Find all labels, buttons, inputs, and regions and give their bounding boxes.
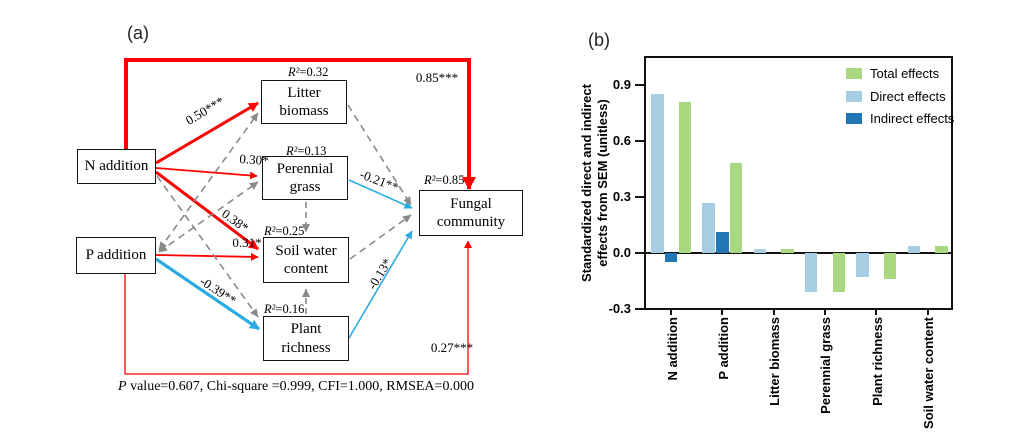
bar-direct-perennial-grass	[804, 253, 818, 293]
node-plant-richness-label: Plant richness	[281, 321, 331, 356]
path-perennial-to-fungal-line	[348, 179, 413, 209]
r2-var: R²	[424, 173, 436, 187]
x-category-label-soil-water-content: Soil water content	[921, 317, 936, 429]
x-tick-soil-water-content	[926, 308, 929, 315]
path-litter-to-fungal-dashed	[347, 104, 412, 206]
r2-perennial-grass: R²=0.13	[286, 144, 326, 159]
bar-indirect-n-addition	[664, 253, 678, 263]
bar-total-soil-water-content	[935, 245, 948, 253]
r2-var: R²	[286, 144, 298, 158]
x-category-label-litter-biomass: Litter biomass	[767, 317, 783, 406]
path-soilwater-to-fungal-dashed	[349, 214, 412, 260]
node-soil-water-content-label: Soil water content	[275, 242, 337, 277]
r2-plant-richness: R²=0.16	[264, 302, 304, 317]
y-tick-0.0	[635, 252, 644, 254]
x-category-label-p-addition: P addition	[715, 317, 731, 380]
coef-p-to-soilwater: 0.31*	[232, 235, 262, 250]
node-fungal-community-label: Fungal community	[436, 195, 506, 230]
legend-label-indirect: Indirect effects	[870, 111, 955, 126]
path-p-to-plant-line	[155, 257, 260, 331]
path-p-to-soilwater-line	[155, 252, 259, 261]
legend-label-direct: Direct effects	[870, 89, 946, 104]
path-p-to-fungal-line	[124, 240, 472, 375]
path-n-to-fungal-line	[124, 58, 476, 190]
x-tick-n-addition	[670, 308, 672, 315]
node-p-addition-label: P addition	[85, 247, 147, 264]
bar-direct-litter-biomass	[753, 249, 767, 253]
r2-var: R²	[264, 224, 276, 238]
y-tick-label--0.3: -0.3	[608, 301, 631, 317]
r2-value: =0.25	[275, 224, 305, 238]
panel-a-label: (a)	[127, 23, 149, 43]
x-category-label-perennial-grass: Perennial grass	[818, 317, 834, 414]
node-n-addition-label: N addition	[84, 158, 149, 175]
r2-litter-biomass: R²=0.32	[288, 65, 328, 80]
r2-value: =0.16	[275, 302, 305, 316]
legend-swatch-direct	[846, 91, 862, 102]
x-tick-p-addition	[721, 308, 724, 315]
r2-var: R²	[264, 302, 276, 316]
panel-b-label: (b)	[588, 30, 610, 50]
r2-var: R²	[288, 65, 300, 79]
bar-total-n-addition	[678, 101, 692, 253]
x-tick-litter-biomass	[772, 308, 775, 315]
node-litter-biomass: Litter biomass	[261, 80, 347, 124]
fit-p-symbol: P	[118, 379, 127, 394]
r2-value: =0.13	[297, 144, 327, 158]
x-category-label-plant-richness: Plant richness	[869, 317, 885, 406]
y-tick-label-0.3: 0.3	[612, 188, 631, 204]
sem-paths-svg	[124, 58, 476, 375]
zero-line	[646, 252, 951, 254]
x-tick-perennial-grass	[823, 308, 826, 315]
r2-value: =0.85	[435, 173, 465, 187]
x-category-label-n-addition: N addition	[664, 317, 680, 381]
coef-n-to-fungal: 0.85***	[415, 70, 459, 85]
r2-fungal-community: R²=0.85	[424, 173, 464, 188]
node-perennial-grass-label: Perennial grass	[276, 160, 334, 195]
path-plant-to-fungal-line	[348, 230, 413, 339]
x-tick-plant-richness	[875, 308, 878, 315]
y-tick-0.9	[635, 83, 644, 86]
node-n-addition: N addition	[77, 149, 156, 184]
coef-n-to-perennial: 0.30*	[238, 150, 270, 169]
bar-total-plant-richness	[883, 253, 897, 280]
bar-total-perennial-grass	[832, 253, 846, 293]
path-p-perennial-dashed	[158, 181, 259, 253]
y-tick-0.6	[635, 139, 644, 142]
model-fit-stats: P value=0.607, Chi-square =0.999, CFI=1.…	[100, 379, 492, 395]
node-p-addition: P addition	[76, 237, 156, 274]
coef-p-to-fungal: 0.27***	[430, 340, 474, 355]
node-soil-water-content: Soil water content	[263, 237, 349, 283]
r2-value: =0.32	[299, 65, 329, 79]
bar-total-litter-biomass	[781, 249, 794, 253]
node-litter-biomass-label: Litter biomass	[279, 84, 329, 119]
legend-label-total: Total effects	[870, 66, 940, 81]
bar-direct-p-addition	[702, 202, 715, 253]
node-plant-richness: Plant richness	[263, 316, 349, 361]
legend-swatch-indirect	[846, 113, 862, 124]
r2-soil-water: R²=0.25	[264, 224, 304, 239]
sem-panel: (a)	[76, 23, 523, 395]
bar-direct-plant-richness	[856, 253, 869, 278]
node-fungal-community: Fungal community	[419, 190, 523, 236]
bar-direct-n-addition	[651, 94, 664, 253]
y-tick-0.3	[635, 195, 644, 198]
bar-indirect-p-addition	[716, 232, 729, 253]
node-perennial-grass: Perennial grass	[262, 156, 348, 200]
bar-direct-soil-water-content	[907, 245, 921, 253]
bar-chart-panel: (b) Standardized direct and indirect eff…	[560, 0, 1024, 432]
path-n-to-perennial-line	[155, 167, 258, 180]
fit-stats-text: value=0.607, Chi-square =0.999, CFI=1.00…	[126, 379, 474, 394]
y-tick-label-0.6: 0.6	[612, 132, 631, 148]
bar-total-p-addition	[729, 163, 743, 253]
y-tick-label-0.9: 0.9	[612, 76, 631, 92]
y-tick-label-0.0: 0.0	[612, 245, 631, 260]
legend-swatch-total	[846, 68, 862, 79]
y-tick--0.3	[635, 308, 644, 311]
plot-area: Total effects Direct effects Indirect ef…	[609, 56, 955, 316]
